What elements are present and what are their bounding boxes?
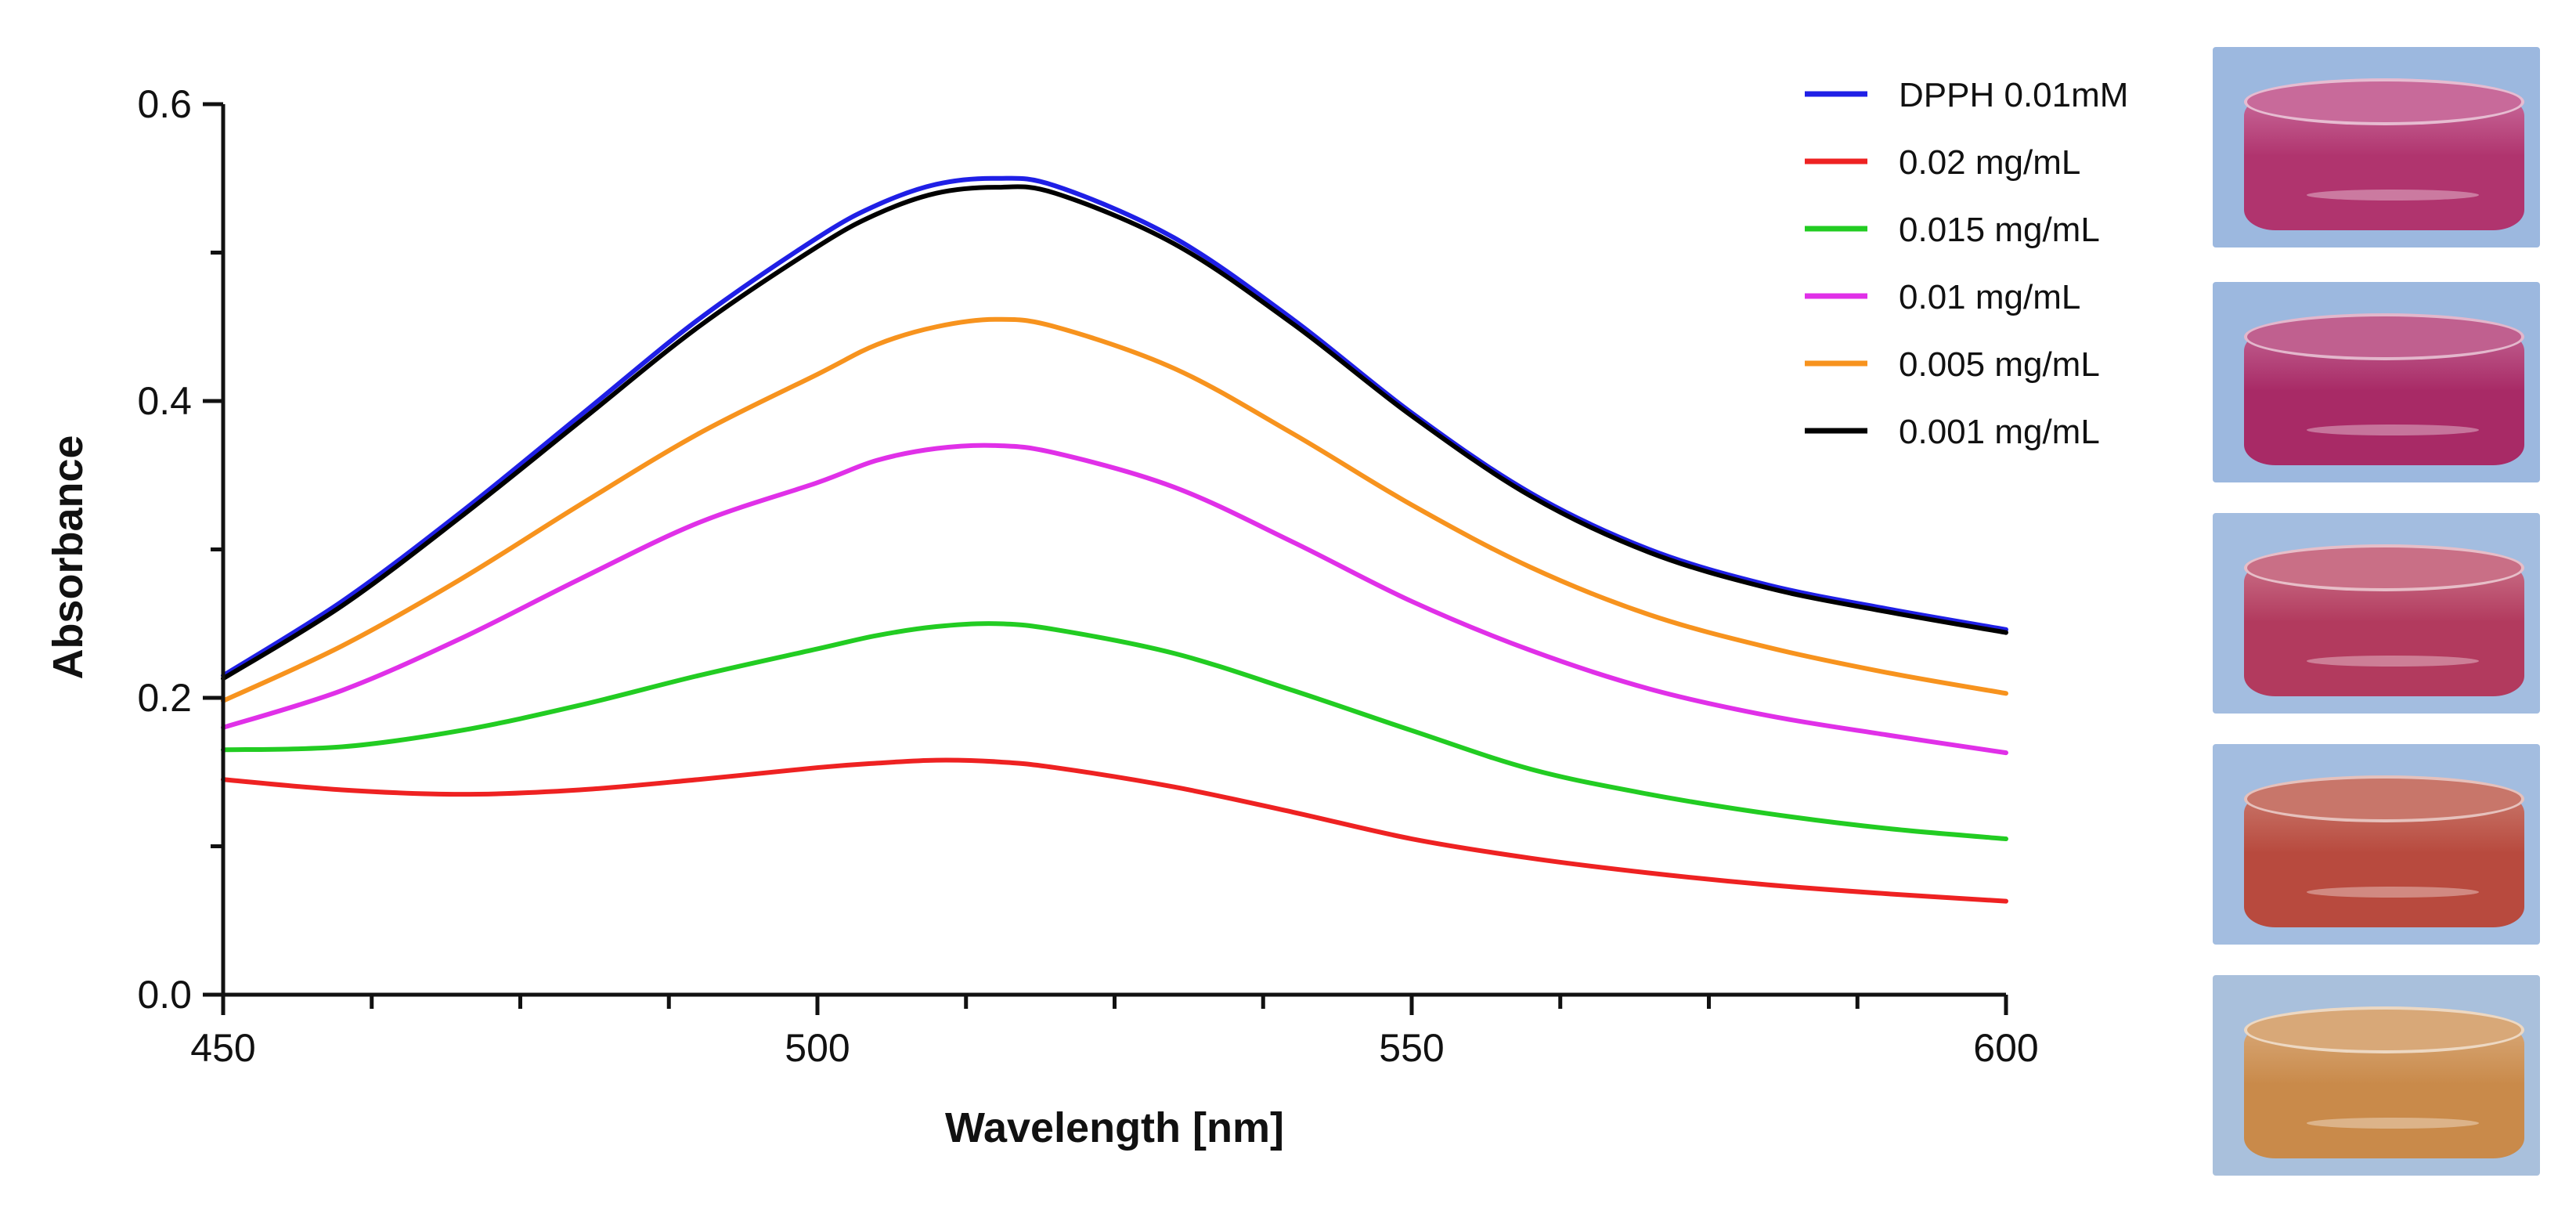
series-group (221, 175, 2008, 904)
y-tick-label: 0.2 (137, 676, 192, 720)
series-line-dpph-0-01mm (221, 175, 2008, 678)
sample-3-reflection (2307, 656, 2479, 667)
legend: DPPH 0.01mM 0.02 mg/mL 0.015 mg/mL 0.01 mg/… (1805, 76, 2128, 451)
y-tick-label: 0.0 (137, 973, 192, 1017)
series-line-0-015-mg-ml (221, 621, 2008, 842)
sample-4-vial-rim (2244, 775, 2524, 822)
x-tick-label: 550 (1379, 1026, 1444, 1070)
sample-2-vial-rim (2244, 313, 2524, 360)
sample-4-reflection (2307, 887, 2479, 898)
series-line-0-001-mg-ml (221, 184, 2008, 681)
sample-5-vial-rim (2244, 1006, 2524, 1053)
series-line-0-01-mg-ml (221, 443, 2008, 756)
legend-label-0-001-mg-ml: 0.001 mg/mL (1899, 413, 2100, 451)
sample-1-vial-rim (2244, 78, 2524, 125)
x-tick-label: 600 (1973, 1026, 2038, 1070)
series-line-0-02-mg-ml (221, 757, 2008, 904)
sample-3-photo (2213, 513, 2540, 714)
sample-2-photo (2213, 282, 2540, 482)
absorbance-chart: 0.0 0.2 0.4 0.6 450 500 550 600 DPPH 0.01mM 0.02… (45, 76, 2128, 1151)
legend-label-dpph-0-01mm: DPPH 0.01mM (1899, 76, 2128, 114)
legend-label-0-01-mg-ml: 0.01 mg/mL (1899, 278, 2080, 316)
legend-label-0-005-mg-ml: 0.005 mg/mL (1899, 345, 2100, 384)
x-tick-label: 450 (190, 1026, 255, 1070)
sample-5-photo (2213, 975, 2540, 1176)
sample-2-reflection (2307, 425, 2479, 435)
legend-label-0-015-mg-ml: 0.015 mg/mL (1899, 211, 2100, 249)
x-tick-label: 500 (785, 1026, 850, 1070)
sample-1-reflection (2307, 190, 2479, 201)
sample-3-vial-rim (2244, 544, 2524, 591)
legend-label-0-02-mg-ml: 0.02 mg/mL (1899, 143, 2080, 182)
sample-5-reflection (2307, 1118, 2479, 1129)
x-axis-title: Wavelength [nm] (945, 1104, 1284, 1151)
axes: 0.0 0.2 0.4 0.6 450 500 550 600 (137, 82, 2038, 1070)
y-tick-label: 0.6 (137, 82, 192, 126)
y-tick-label: 0.4 (137, 379, 192, 423)
y-axis-title: Absorbance (45, 435, 92, 679)
sample-1-photo (2213, 47, 2540, 247)
sample-4-photo (2213, 744, 2540, 945)
series-line-0-005-mg-ml (221, 316, 2008, 703)
